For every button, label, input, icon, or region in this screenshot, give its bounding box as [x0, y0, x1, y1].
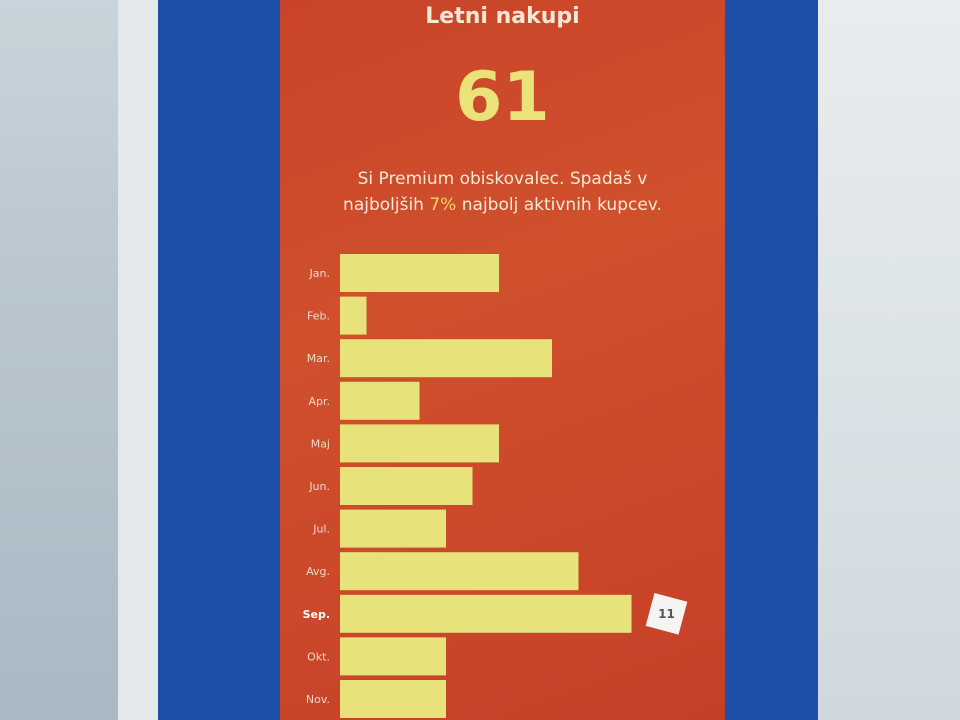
value-badge — [645, 592, 688, 635]
month-label: Avg. — [306, 565, 330, 578]
month-label: Feb. — [307, 310, 330, 323]
screen-bezel-left — [118, 0, 160, 720]
message-text: najboljših — [343, 195, 430, 215]
month-label: Apr. — [308, 395, 330, 408]
month-label: Jul. — [312, 523, 330, 536]
bar-jul — [340, 509, 446, 548]
bar-sep — [340, 594, 632, 633]
month-label: Nov. — [306, 693, 330, 706]
card-title: Letni nakupi — [425, 4, 580, 29]
message-line-1: Si Premium obiskovalec. Spadaš v — [357, 169, 648, 189]
month-label: Mar. — [307, 352, 330, 365]
total-purchases: 61 — [455, 58, 550, 137]
bar-apr — [340, 381, 420, 420]
bar-okt — [340, 637, 446, 676]
percentile-highlight: 7% — [429, 195, 457, 215]
background-left — [0, 0, 125, 720]
bar-mar — [340, 339, 552, 378]
month-label: Maj — [311, 437, 330, 450]
message-line-2: najboljših 7% najbolj aktivnih kupcev. — [280, 192, 725, 218]
month-label: Sep. — [303, 608, 330, 621]
month-label: Jun. — [308, 480, 330, 493]
month-label: Okt. — [307, 650, 330, 663]
bar-nov — [340, 680, 446, 718]
message-text: najbolj aktivnih kupcev. — [456, 195, 662, 215]
bar-maj — [340, 424, 499, 463]
bar-jan — [340, 254, 499, 292]
value-badge-label: 11 — [658, 607, 675, 621]
bar-avg — [340, 552, 579, 591]
bar-feb — [340, 296, 367, 335]
bar-jun — [340, 467, 473, 505]
month-label: Jan. — [309, 267, 330, 280]
screen-bezel-right — [815, 0, 960, 720]
status-message: Si Premium obiskovalec. Spadaš v najbolj… — [280, 166, 725, 218]
